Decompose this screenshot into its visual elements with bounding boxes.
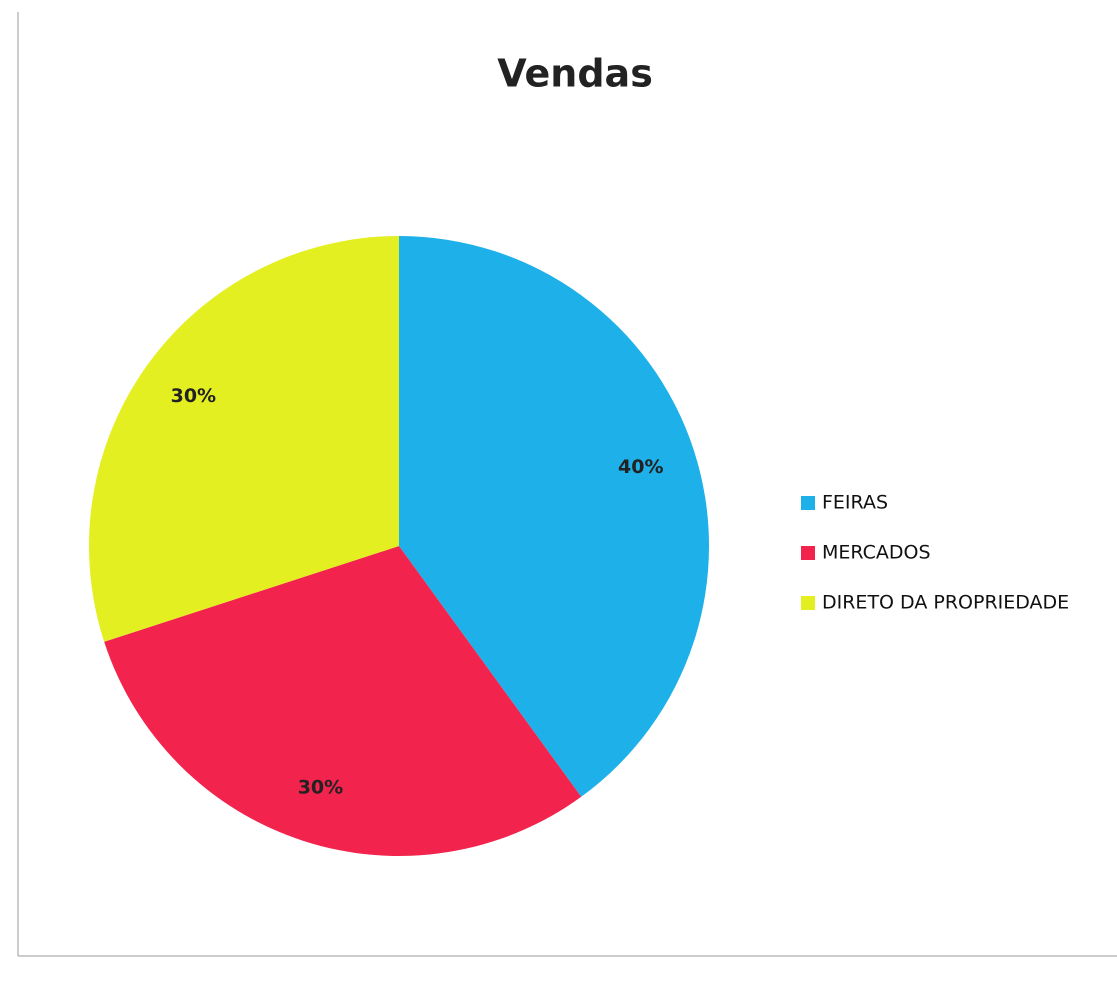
data-label: 30% [298,776,343,798]
legend-swatch [801,596,815,610]
legend-label: FEIRAS [822,492,888,514]
legend-label: DIRETO DA PROPRIEDADE [822,592,1069,614]
data-label: 30% [171,385,216,407]
pie-slice [88,236,400,642]
legend-label: MERCADOS [822,542,931,564]
legend-swatch [801,546,815,560]
legend-swatch [801,496,815,510]
chart-title: Vendas [497,52,653,96]
data-label: 40% [618,456,663,478]
pie-slice [104,546,582,857]
pie-slice [399,236,709,797]
